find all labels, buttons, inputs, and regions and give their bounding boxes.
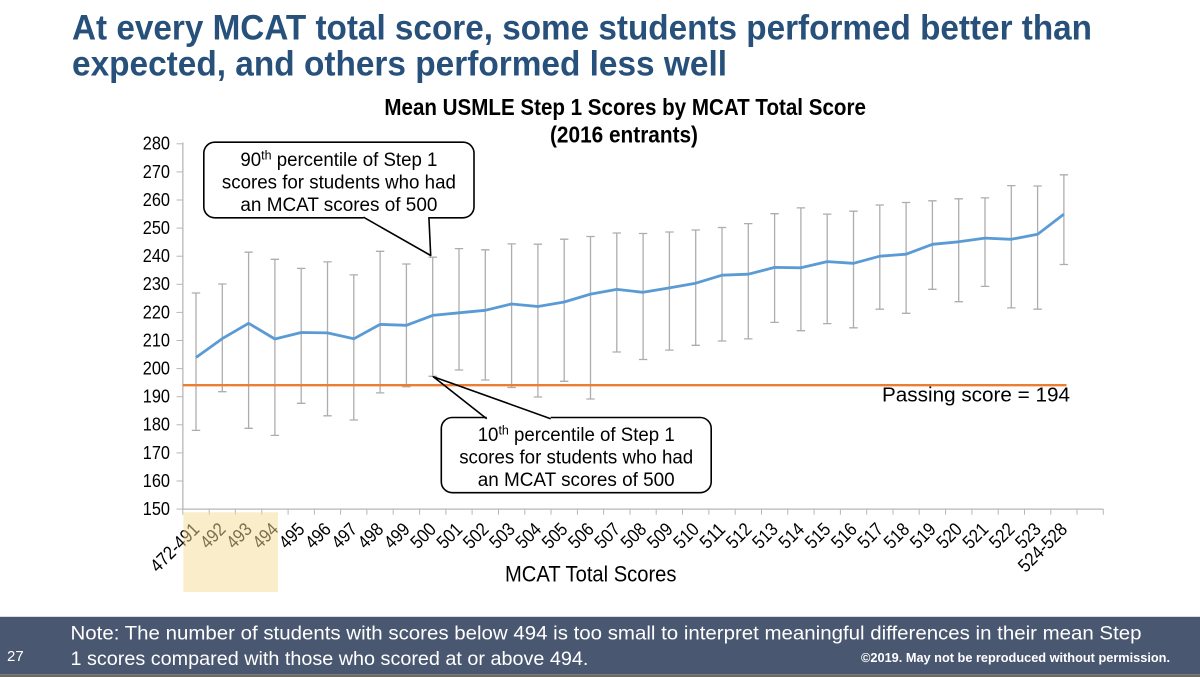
svg-text:1 scores compared with those w: 1 scores compared with those who scored … [71,648,589,670]
svg-text:270: 270 [143,161,170,182]
svg-text:an MCAT scores of 500: an MCAT scores of 500 [240,195,437,216]
svg-text:scores for students who had: scores for students who had [459,448,693,469]
svg-text:Note: The number of students w: Note: The number of students with scores… [71,623,1142,645]
svg-text:180: 180 [143,414,170,435]
svg-text:an MCAT scores of 500: an MCAT scores of 500 [478,470,675,491]
svg-text:260: 260 [143,189,170,210]
svg-text:90th percentile of Step 1: 90th percentile of Step 1 [240,149,437,172]
svg-text:(2016 entrants): (2016 entrants) [550,121,698,147]
svg-text:200: 200 [143,358,170,379]
svg-text:230: 230 [143,273,170,294]
svg-text:©2019. May not be reproduced w: ©2019. May not be reproduced without per… [861,650,1170,665]
svg-text:Passing score = 194: Passing score = 194 [882,385,1070,407]
svg-text:210: 210 [143,329,170,350]
svg-text:190: 190 [143,386,170,407]
svg-text:MCAT Total Scores: MCAT Total Scores [505,562,677,587]
svg-text:240: 240 [143,245,170,266]
svg-text:27: 27 [7,648,24,665]
svg-text:150: 150 [143,498,170,519]
svg-text:160: 160 [143,470,170,491]
svg-text:Mean USMLE Step 1 Scores by MC: Mean USMLE Step 1 Scores by MCAT Total S… [384,94,866,120]
svg-text:10th percentile of Step 1: 10th percentile of Step 1 [478,423,675,446]
svg-text:At every MCAT total score, som: At every MCAT total score, some students… [72,8,1092,47]
svg-text:250: 250 [143,217,170,238]
svg-text:170: 170 [143,442,170,463]
svg-text:expected, and others performed: expected, and others performed less well [72,44,727,83]
svg-text:280: 280 [143,133,170,154]
svg-text:scores for students who had: scores for students who had [222,173,456,194]
svg-text:220: 220 [143,301,170,322]
